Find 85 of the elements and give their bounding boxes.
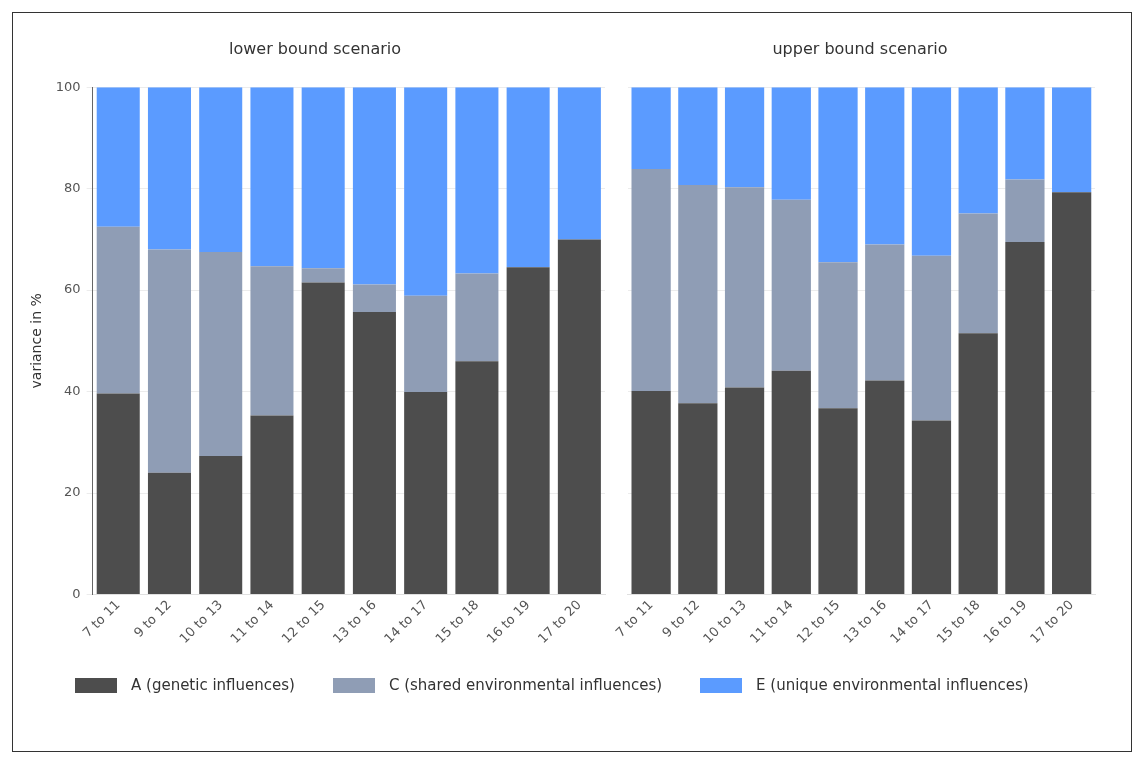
bar (250, 266, 294, 416)
bar (958, 333, 998, 594)
bar (1052, 87, 1092, 193)
bar (352, 284, 396, 312)
x-tick-label: 7 to 11 (79, 596, 123, 641)
y-tick-label: 40 (64, 382, 81, 398)
bar (557, 239, 601, 594)
x-tick-label: 15 to 18 (933, 596, 983, 646)
bar (404, 87, 448, 296)
bar (301, 268, 345, 283)
bar (455, 361, 499, 594)
bar (958, 87, 998, 214)
bar (818, 408, 858, 594)
y-tick-label: 20 (64, 484, 81, 500)
bar (911, 420, 952, 594)
bar (865, 87, 905, 245)
bar (96, 393, 140, 594)
bar (96, 87, 140, 227)
bar (1005, 241, 1045, 594)
y-tick-label: 0 (72, 585, 81, 601)
bar (911, 87, 952, 256)
chart-title: upper bound scenario (772, 38, 948, 58)
bar (404, 392, 448, 594)
bar (506, 87, 550, 268)
bar (352, 87, 396, 285)
bar (631, 391, 671, 594)
y-axis-title: variance in % (28, 293, 45, 389)
bar (147, 87, 191, 250)
bar (352, 311, 396, 594)
bar (818, 87, 858, 263)
bar (678, 185, 718, 404)
bar (724, 87, 765, 188)
bar (147, 249, 191, 473)
bar (455, 87, 499, 274)
bar (865, 380, 905, 594)
bar (455, 273, 499, 362)
bar (250, 87, 294, 267)
x-tick-label: 17 to 20 (534, 596, 584, 646)
bar (865, 244, 905, 381)
bar (771, 370, 811, 594)
bar (199, 87, 243, 253)
legend-label: A (genetic influences) (131, 676, 295, 694)
x-tick-label: 9 to 12 (130, 596, 174, 641)
bar (678, 87, 718, 186)
bar (250, 415, 294, 594)
bar (1005, 179, 1045, 242)
x-tick-label: 14 to 17 (381, 596, 431, 646)
bar (771, 199, 811, 371)
x-tick-label: 7 to 11 (612, 596, 656, 641)
x-tick-label: 13 to 16 (329, 596, 379, 646)
y-tick-label: 60 (64, 281, 81, 297)
bar (404, 295, 448, 393)
bar (818, 262, 858, 409)
y-tick-label: 100 (55, 78, 81, 94)
x-tick-label: 9 to 12 (659, 596, 703, 641)
bar (1052, 192, 1092, 594)
bar (724, 187, 765, 388)
legend-label: C (shared environmental influences) (388, 676, 663, 694)
bar (96, 226, 140, 394)
x-tick-label: 12 to 15 (278, 596, 328, 646)
bar (506, 267, 550, 594)
bar (958, 213, 998, 334)
bar (301, 87, 345, 269)
bar (911, 255, 952, 421)
chart-title: lower bound scenario (228, 38, 402, 58)
bar (199, 456, 243, 594)
x-tick-label: 15 to 18 (432, 596, 482, 646)
y-tick-label: 80 (64, 180, 81, 196)
bar (771, 87, 811, 200)
bar (147, 472, 191, 594)
bar (631, 87, 671, 169)
legend-label: E (unique environmental influences) (756, 676, 1029, 694)
x-tick-label: 10 to 13 (176, 596, 226, 646)
x-tick-label: 11 to 14 (227, 596, 277, 646)
x-tick-label: 16 to 19 (980, 596, 1030, 646)
x-tick-label: 17 to 20 (1027, 596, 1077, 646)
bar (557, 87, 601, 240)
bar (678, 403, 718, 594)
x-tick-label: 16 to 19 (483, 596, 533, 646)
bar (1005, 87, 1045, 180)
bar (301, 282, 345, 594)
x-tick-label: 12 to 15 (793, 596, 843, 646)
bar (631, 168, 671, 392)
bar (199, 252, 243, 457)
bar (724, 387, 765, 594)
